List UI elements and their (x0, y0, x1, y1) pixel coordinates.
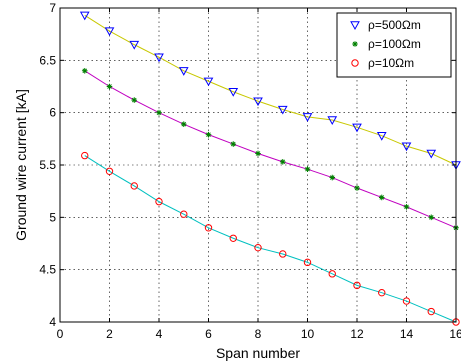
tick-layer: 0 2 4 6 8 10 12 14 16 4 4.5 5 5.5 6 6.5 7 (39, 1, 461, 341)
data-point-asterisk (81, 68, 88, 74)
series-line (84, 14, 457, 166)
y-tick-label: 4 (49, 315, 56, 329)
data-point-asterisk (106, 83, 113, 90)
data-point-circle (254, 243, 262, 252)
data-point-circle (105, 167, 114, 175)
y-tick-label: 5.5 (39, 158, 56, 172)
data-point-asterisk (304, 166, 311, 172)
series-layer (79, 11, 461, 326)
data-point-circle (130, 182, 138, 190)
x-tick-label: 14 (400, 327, 414, 341)
data-point-circle (378, 288, 386, 297)
data-point-circle (229, 234, 237, 242)
data-point-triangle (104, 27, 115, 37)
data-point-triangle (302, 113, 313, 122)
data-point-circle (402, 297, 411, 305)
x-tick-label: 2 (106, 327, 113, 341)
data-point-circle (180, 210, 188, 218)
y-tick-label: 5 (49, 210, 56, 224)
series-line (84, 155, 457, 323)
data-point-circle (328, 270, 336, 278)
data-point-asterisk (428, 214, 435, 221)
series-line (84, 70, 457, 229)
y-axis-title: Ground wire current [kA] (13, 89, 29, 241)
legend-label: ρ=500Ωm (368, 18, 421, 32)
data-point-circle (353, 281, 361, 290)
data-point-circle (303, 258, 312, 267)
data-point-asterisk (378, 194, 385, 201)
data-point-asterisk (180, 121, 187, 127)
data-point-asterisk (230, 141, 237, 147)
y-tick-label: 7 (49, 1, 56, 15)
data-point-triangle (376, 131, 387, 141)
data-point-triangle (154, 53, 164, 63)
series-2 (81, 151, 460, 326)
data-point-circle (279, 250, 287, 258)
data-point-triangle (203, 77, 214, 87)
data-point-asterisk (354, 185, 360, 191)
data-point-triangle (426, 149, 437, 159)
data-point-circle (155, 197, 163, 206)
data-point-asterisk (352, 41, 358, 47)
data-point-circle (204, 224, 213, 232)
data-point-triangle (253, 97, 263, 107)
x-tick-label: 6 (205, 327, 212, 341)
data-point-triangle (228, 88, 239, 97)
x-tick-label: 10 (301, 327, 315, 341)
data-point-triangle (178, 67, 189, 76)
data-point-asterisk (279, 159, 286, 165)
data-point-asterisk (156, 109, 162, 116)
data-point-circle (81, 151, 89, 160)
x-tick-label: 16 (449, 327, 461, 341)
x-tick-label: 8 (255, 327, 262, 341)
y-tick-label: 6.5 (39, 53, 56, 67)
data-point-asterisk (255, 150, 261, 157)
legend-label: ρ=100Ωm (368, 37, 421, 51)
data-point-triangle (129, 40, 140, 50)
x-tick-label: 12 (350, 327, 364, 341)
data-point-triangle (401, 142, 412, 152)
legend-label: ρ=10Ωm (368, 56, 414, 70)
data-point-circle (427, 307, 435, 316)
x-tick-label: 0 (57, 327, 64, 341)
series-0 (79, 11, 461, 171)
data-point-asterisk (131, 97, 138, 103)
data-point-triangle (277, 105, 288, 115)
y-tick-label: 6 (49, 106, 56, 120)
data-point-circle (351, 59, 359, 67)
data-point-triangle (327, 116, 338, 126)
data-point-asterisk (205, 131, 212, 138)
data-point-triangle (352, 123, 362, 133)
x-axis-title: Span number (216, 345, 300, 361)
data-point-asterisk (329, 174, 336, 181)
y-tick-label: 4.5 (39, 263, 56, 277)
data-point-asterisk (403, 204, 410, 210)
legend: ρ=500Ωm ρ=100Ωm ρ=10Ωm (336, 12, 452, 78)
data-point-triangle (350, 21, 360, 31)
data-point-triangle (79, 11, 90, 21)
x-tick-label: 4 (156, 327, 163, 341)
